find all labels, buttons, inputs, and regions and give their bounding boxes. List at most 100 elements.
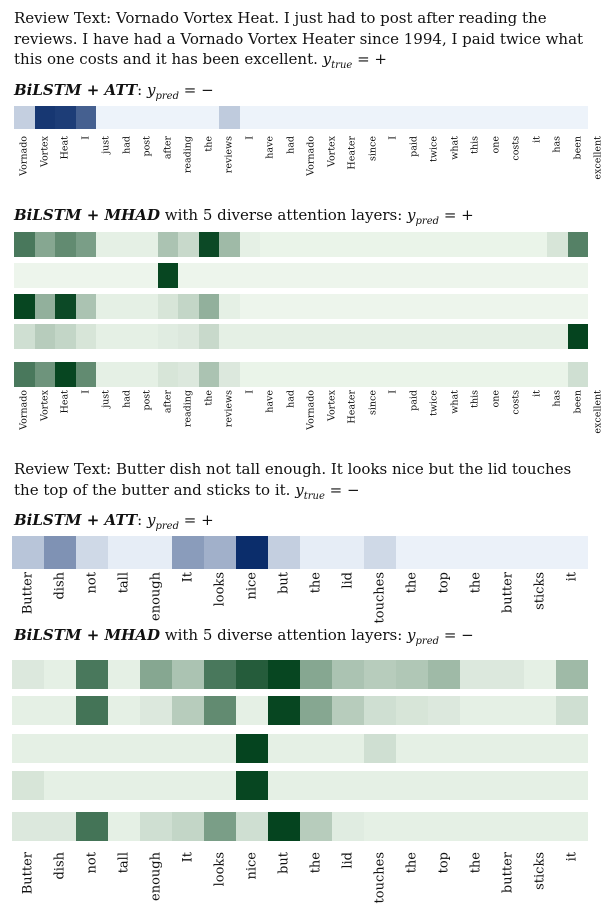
token-label: the — [404, 572, 420, 594]
mhad2-l2-cell-0 — [12, 696, 44, 725]
mhad1-l3-cell-10 — [219, 294, 240, 319]
token-label: Vornado — [305, 390, 317, 430]
token-slot: reviews — [219, 390, 240, 442]
mhad1-l2-cell-23 — [485, 263, 506, 288]
mhad1-l2-cell-1 — [34, 263, 55, 288]
token-label: the — [308, 852, 324, 874]
token-slot: I — [383, 136, 404, 186]
mhad2-l2-cell-15 — [492, 696, 524, 725]
token-label: Vortex — [39, 390, 51, 422]
token-slot: Vornado — [301, 390, 322, 442]
token-slot: the — [199, 136, 220, 186]
token-label: excellent — [592, 136, 603, 180]
token-label: Vortex — [326, 390, 338, 422]
att1-cell-13 — [280, 106, 301, 129]
mhad1-l4-cell-24 — [506, 324, 527, 349]
token-slot: one — [486, 390, 507, 442]
mhad1-l5-cell-5 — [116, 362, 137, 387]
mhad1-l4-cell-11 — [239, 324, 260, 349]
mhad-description-1: with 5 diverse attention layers: — [164, 206, 403, 224]
mhad2-l4-cell-15 — [492, 771, 524, 800]
token-slot: enough — [140, 852, 172, 904]
token-label: I — [80, 136, 92, 140]
mhad1-l2-cell-0 — [14, 263, 35, 288]
token-label: nice — [244, 852, 260, 880]
att2-cell-9 — [300, 536, 332, 569]
mhad1-l4-cell-5 — [116, 324, 137, 349]
token-label: paid — [408, 390, 420, 411]
att-heading-2: BiLSTM + ATT: ypred = + — [14, 510, 214, 537]
att-heatmap-2 — [12, 536, 588, 569]
mhad-pred-value-1: = + — [443, 206, 474, 224]
mhad-heading-1: BiLSTM + MHAD with 5 diverse attention l… — [14, 205, 474, 232]
token-label: Butter — [20, 572, 36, 615]
mhad1-l5-cell-3 — [75, 362, 96, 387]
mhad2-l1-cell-4 — [140, 660, 172, 689]
token-slot: costs — [506, 136, 527, 186]
mhad2-l2-cell-6 — [204, 696, 236, 725]
mhad1-l3-cell-17 — [362, 294, 383, 319]
token-label: It — [180, 572, 196, 583]
token-label: twice — [428, 390, 440, 416]
mhad1-l2-cell-24 — [506, 263, 527, 288]
att1-cell-23 — [485, 106, 506, 129]
token-slot: I — [76, 390, 97, 442]
review-text-2-body: Review Text: Butter dish not tall enough… — [14, 460, 572, 499]
mhad-heading-2: BiLSTM + MHAD with 5 diverse attention l… — [14, 625, 474, 652]
token-label: touches — [372, 852, 388, 904]
token-slot: has — [547, 136, 568, 186]
mhad2-l3-cell-15 — [492, 734, 524, 763]
token-slot: Vornado — [14, 390, 35, 442]
token-slot: the — [300, 852, 332, 904]
mhad1-l2-cell-16 — [342, 263, 363, 288]
mhad2-l3-cell-10 — [332, 734, 364, 763]
token-slot: top — [428, 572, 460, 622]
mhad2-l5-cell-5 — [172, 812, 204, 841]
token-label: what — [449, 390, 461, 414]
token-slot: butter — [492, 852, 524, 904]
mhad1-l5-cell-17 — [362, 362, 383, 387]
token-slot: Heat — [55, 136, 76, 186]
mhad1-l3-cell-12 — [260, 294, 281, 319]
token-slot: enough — [140, 572, 172, 622]
mhad2-l4-cell-1 — [44, 771, 76, 800]
mhad2-l4-cell-8 — [268, 771, 300, 800]
mhad1-l5-cell-26 — [547, 362, 568, 387]
mhad2-l1-cell-11 — [364, 660, 396, 689]
att1-cell-18 — [383, 106, 404, 129]
token-label: since — [367, 390, 379, 415]
mhad1-l5-cell-24 — [506, 362, 527, 387]
token-slot: sticks — [524, 572, 556, 622]
token-slot: post — [137, 390, 158, 442]
token-label: has — [551, 390, 563, 407]
mhad1-l2-cell-22 — [465, 263, 486, 288]
mhad2-l5-cell-8 — [268, 812, 300, 841]
mhad1-l1-cell-23 — [485, 232, 506, 257]
y-true-value-1: = + — [357, 50, 387, 68]
mhad1-l5-cell-7 — [157, 362, 178, 387]
att1-cell-7 — [157, 106, 178, 129]
token-slot: the — [396, 852, 428, 904]
mhad1-l4-cell-7 — [157, 324, 178, 349]
mhad1-l2-cell-21 — [444, 263, 465, 288]
att2-cell-4 — [140, 536, 172, 569]
att2-cell-15 — [492, 536, 524, 569]
mhad1-l2-cell-15 — [321, 263, 342, 288]
token-label: butter — [500, 572, 516, 614]
token-slot: paid — [404, 390, 425, 442]
token-label: since — [367, 136, 379, 161]
att-pred-symbol-1: y — [146, 81, 156, 99]
token-slot: paid — [404, 136, 425, 186]
mhad2-l4-cell-9 — [300, 771, 332, 800]
token-label: enough — [148, 572, 164, 621]
mhad1-l4-cell-20 — [424, 324, 445, 349]
mhad1-l2-cell-6 — [137, 263, 158, 288]
token-slot: I — [240, 390, 261, 442]
mhad1-l3-cell-27 — [567, 294, 588, 319]
mhad2-l2-cell-14 — [460, 696, 492, 725]
mhad1-l4-cell-4 — [96, 324, 117, 349]
token-label: butter — [500, 852, 516, 894]
token-slot: reviews — [219, 136, 240, 186]
mhad1-l1-cell-24 — [506, 232, 527, 257]
att2-cell-13 — [428, 536, 460, 569]
